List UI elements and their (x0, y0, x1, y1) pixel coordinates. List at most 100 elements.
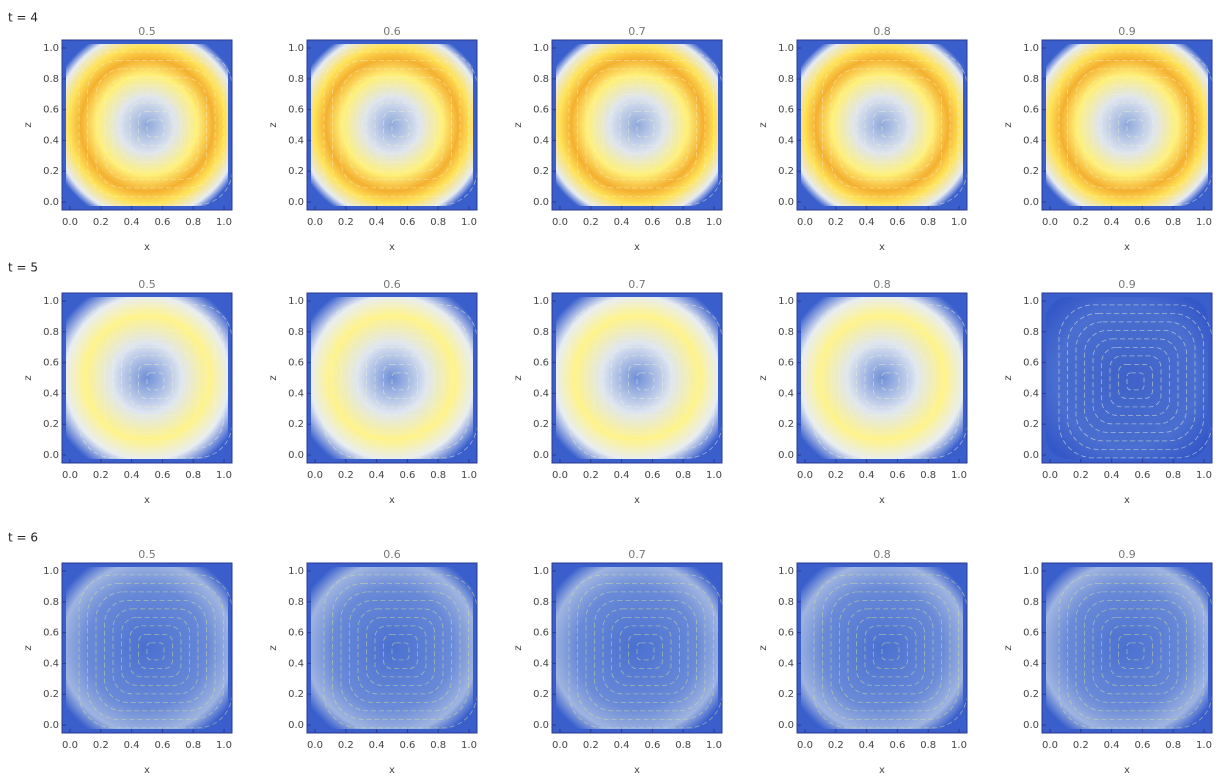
x-tick-label: 0.2 (583, 740, 599, 751)
density-field (1046, 44, 1208, 206)
y-tick-label: 0.8 (288, 74, 304, 85)
panel-title: 0.8 (873, 278, 891, 291)
y-tick-label: 1.0 (533, 296, 549, 307)
x-tick-label: 0.8 (1165, 217, 1181, 228)
y-tick-label: 0.2 (288, 419, 304, 430)
x-tick-label: 1.0 (1196, 217, 1212, 228)
y-tick-label: 1.0 (778, 566, 794, 577)
x-tick-label: 1.0 (216, 740, 232, 751)
density-field (556, 567, 718, 729)
y-tick-label: 0.8 (288, 327, 304, 338)
y-axis-label: z (513, 645, 524, 650)
x-axis-label: x (1124, 242, 1130, 253)
x-tick-label: 0.4 (1104, 740, 1120, 751)
y-axis-label: z (758, 645, 769, 650)
y-tick-label: 1.0 (43, 296, 59, 307)
y-tick-label: 0.0 (1023, 720, 1039, 731)
y-tick-label: 0.6 (778, 358, 794, 369)
y-tick-label: 0.6 (533, 358, 549, 369)
y-tick-label: 0.2 (1023, 419, 1039, 430)
y-tick-label: 0.6 (43, 105, 59, 116)
y-tick-label: 1.0 (778, 296, 794, 307)
x-tick-label: 0.6 (1134, 470, 1150, 481)
x-tick-label: 0.8 (920, 217, 936, 228)
x-tick-label: 0.6 (1134, 217, 1150, 228)
panel-title: 0.5 (138, 548, 156, 561)
y-tick-label: 0.8 (778, 597, 794, 608)
x-tick-label: 0.4 (614, 470, 630, 481)
x-tick-label: 0.6 (644, 217, 660, 228)
y-tick-label: 0.2 (288, 689, 304, 700)
x-tick-label: 0.0 (1042, 217, 1058, 228)
x-tick-label: 1.0 (216, 470, 232, 481)
y-tick-label: 1.0 (288, 43, 304, 54)
y-axis-label: z (513, 122, 524, 127)
y-tick-label: 1.0 (1023, 296, 1039, 307)
x-tick-label: 1.0 (461, 470, 477, 481)
x-tick-label: 0.2 (828, 740, 844, 751)
panel-title: 0.6 (383, 278, 401, 291)
y-tick-label: 0.2 (778, 419, 794, 430)
x-tick-label: 0.2 (828, 470, 844, 481)
x-tick-label: 0.2 (583, 470, 599, 481)
y-tick-label: 0.2 (43, 166, 59, 177)
density-field (66, 297, 228, 459)
x-tick-label: 0.8 (920, 470, 936, 481)
x-tick-label: 1.0 (951, 470, 967, 481)
y-tick-label: 0.8 (778, 327, 794, 338)
x-tick-label: 1.0 (951, 217, 967, 228)
y-tick-label: 0.2 (778, 166, 794, 177)
x-axis-label: x (879, 765, 885, 776)
x-tick-label: 1.0 (1196, 470, 1212, 481)
y-axis-label: z (758, 122, 769, 127)
x-axis-label: x (144, 242, 150, 253)
panel-title: 0.9 (1118, 548, 1136, 561)
y-tick-label: 1.0 (1023, 43, 1039, 54)
y-tick-label: 0.6 (778, 628, 794, 639)
x-tick-label: 0.8 (675, 470, 691, 481)
x-tick-label: 0.2 (583, 217, 599, 228)
x-axis-label: x (144, 765, 150, 776)
y-tick-label: 0.6 (778, 105, 794, 116)
y-tick-label: 0.6 (533, 105, 549, 116)
density-field (556, 44, 718, 206)
x-axis-label: x (144, 495, 150, 506)
x-axis-label: x (389, 765, 395, 776)
x-tick-label: 0.0 (1042, 740, 1058, 751)
x-tick-label: 1.0 (216, 217, 232, 228)
y-tick-label: 0.8 (1023, 597, 1039, 608)
x-tick-label: 0.2 (828, 217, 844, 228)
x-tick-label: 0.6 (889, 740, 905, 751)
y-tick-label: 0.2 (1023, 689, 1039, 700)
y-tick-label: 0.0 (288, 450, 304, 461)
x-tick-label: 1.0 (1196, 740, 1212, 751)
x-tick-label: 0.0 (307, 217, 323, 228)
y-tick-label: 1.0 (288, 566, 304, 577)
density-field (311, 297, 473, 459)
y-tick-label: 1.0 (1023, 566, 1039, 577)
y-tick-label: 0.6 (1023, 358, 1039, 369)
y-tick-label: 0.0 (778, 197, 794, 208)
y-tick-label: 0.8 (288, 597, 304, 608)
y-tick-label: 0.4 (778, 388, 794, 399)
y-tick-label: 0.6 (43, 628, 59, 639)
density-field (801, 567, 963, 729)
y-tick-label: 0.6 (288, 105, 304, 116)
x-tick-label: 0.0 (1042, 470, 1058, 481)
y-tick-label: 0.0 (1023, 450, 1039, 461)
x-tick-label: 0.0 (552, 217, 568, 228)
y-tick-label: 0.2 (1023, 166, 1039, 177)
x-tick-label: 0.2 (93, 217, 109, 228)
x-tick-label: 0.4 (124, 217, 140, 228)
density-field (311, 567, 473, 729)
y-tick-label: 1.0 (43, 566, 59, 577)
panel-title: 0.7 (628, 548, 646, 561)
y-tick-label: 0.4 (778, 658, 794, 669)
panel-title: 0.6 (383, 25, 401, 38)
x-tick-label: 0.8 (430, 740, 446, 751)
x-tick-label: 0.0 (797, 470, 813, 481)
y-tick-label: 0.4 (533, 388, 549, 399)
density-field (801, 297, 963, 459)
x-tick-label: 0.8 (185, 217, 201, 228)
x-tick-label: 0.6 (154, 217, 170, 228)
